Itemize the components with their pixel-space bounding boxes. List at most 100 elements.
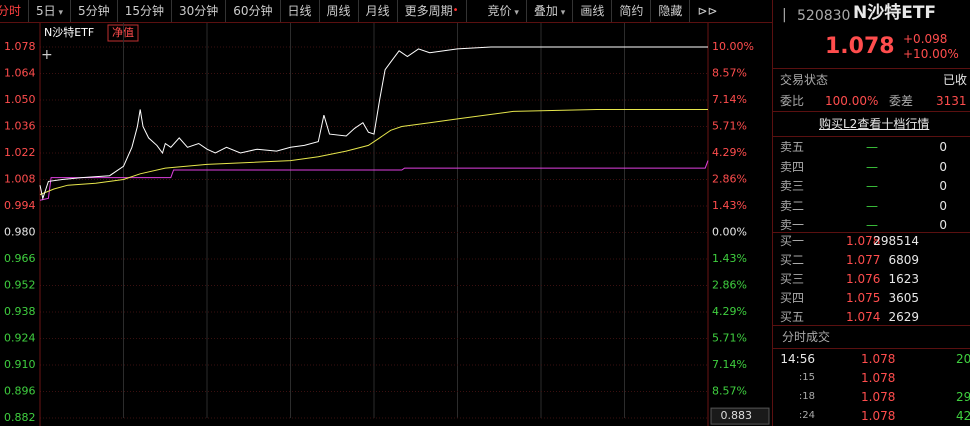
tool-button[interactable]: 竞价 bbox=[481, 0, 527, 22]
trade-volume: 29 bbox=[956, 390, 970, 404]
y-tick-label: 1.036 bbox=[4, 120, 36, 133]
period-tab[interactable]: 周线 bbox=[320, 0, 359, 22]
y-tick-label: 0.966 bbox=[4, 252, 36, 265]
name: N沙特ETF bbox=[853, 3, 937, 23]
period-tab[interactable]: 30分钟 bbox=[172, 0, 227, 22]
book-volume: 0 bbox=[939, 179, 947, 193]
pct-label: 4.29% bbox=[712, 305, 747, 318]
period-tab[interactable]: 更多周期 bbox=[398, 0, 467, 22]
change: +0.098 bbox=[903, 32, 948, 46]
divider bbox=[773, 348, 970, 349]
book-price: — bbox=[866, 140, 878, 154]
indicator: | bbox=[782, 7, 787, 23]
tool-button[interactable]: 隐藏 bbox=[651, 0, 691, 22]
tool-button[interactable]: 叠加 bbox=[527, 0, 574, 22]
divider bbox=[773, 232, 970, 233]
pct-label: 7.14% bbox=[712, 93, 747, 106]
pct-label: 2.86% bbox=[712, 173, 747, 186]
divider bbox=[773, 111, 970, 112]
change-pct: +10.00% bbox=[903, 47, 959, 61]
divider bbox=[773, 325, 970, 326]
pct-label: 4.29% bbox=[712, 146, 747, 159]
toolbar: 分时5日5分钟15分钟30分钟60分钟日线周线月线更多周期竞价叠加画线简约隐藏 ⊳… bbox=[0, 0, 772, 23]
y-tick-label: 1.050 bbox=[4, 93, 36, 106]
quote-panel: | 520830 N沙特ETF 1.078 +0.098 +10.00% 交易状… bbox=[772, 0, 970, 426]
book-volume: 3605 bbox=[888, 291, 919, 305]
book-label: 卖五 bbox=[780, 140, 805, 154]
book-label: 卖二 bbox=[780, 198, 805, 213]
l2-link[interactable]: 购买L2查看十档行情 bbox=[819, 117, 930, 131]
trade-volume: 20 bbox=[956, 352, 970, 366]
book-price: — bbox=[866, 179, 878, 193]
book-label: 买二 bbox=[780, 253, 805, 267]
book-label: 卖三 bbox=[780, 179, 805, 193]
y-tick-label: 0.980 bbox=[4, 226, 36, 239]
crosshair: + bbox=[41, 47, 53, 63]
book-price: — bbox=[866, 159, 878, 174]
book-volume: 0 bbox=[939, 198, 947, 213]
book-label: 卖一 bbox=[780, 218, 805, 232]
book-label: 买五 bbox=[780, 310, 805, 324]
period-tab[interactable]: 15分钟 bbox=[118, 0, 172, 22]
pct-label: 10.00% bbox=[712, 40, 754, 53]
diff: 3131 bbox=[936, 94, 967, 108]
pct-label: 1.43% bbox=[712, 199, 747, 212]
pct-label: 5.71% bbox=[712, 332, 747, 345]
book-label: 买三 bbox=[780, 272, 805, 286]
trade-time: :24 bbox=[798, 410, 815, 421]
period-tab[interactable]: 日线 bbox=[281, 0, 320, 22]
book-volume: 2629 bbox=[888, 310, 919, 324]
y-tick-label: 1.078 bbox=[4, 40, 36, 53]
book-volume: 0 bbox=[939, 159, 947, 174]
price-line bbox=[39, 46, 708, 201]
book-price: — bbox=[866, 218, 878, 232]
book-volume: 6809 bbox=[888, 253, 919, 267]
book-price: 1.075 bbox=[846, 291, 881, 305]
y-tick-label: 1.064 bbox=[4, 67, 36, 80]
y-tick-label: 0.938 bbox=[4, 305, 36, 318]
pct-label: 8.57% bbox=[712, 385, 747, 398]
average-line bbox=[39, 109, 708, 196]
period-tab[interactable]: 60分钟 bbox=[226, 0, 281, 22]
diff-label: 委差 bbox=[889, 94, 914, 108]
y-tick-label: 0.994 bbox=[4, 199, 36, 212]
pct-label: 7.14% bbox=[712, 358, 747, 371]
tool-button[interactable]: 简约 bbox=[612, 0, 652, 22]
period-tab[interactable]: 5日 bbox=[29, 0, 72, 22]
ratio-label: 委比 bbox=[780, 94, 805, 108]
expand-button[interactable]: ⊳⊳ bbox=[697, 4, 718, 18]
book-label: 买一 bbox=[780, 234, 805, 248]
nav-line bbox=[39, 160, 709, 201]
status: 已收 bbox=[943, 73, 968, 87]
y-tick-label: 0.924 bbox=[4, 332, 36, 345]
book-label: 买四 bbox=[780, 291, 805, 305]
pct-label: 2.86% bbox=[712, 279, 747, 292]
trade-time: 14:56 bbox=[780, 352, 815, 366]
legend-name: N沙特ETF bbox=[44, 25, 94, 39]
trade-price: 1.078 bbox=[861, 390, 896, 404]
book-volume: 0 bbox=[939, 218, 947, 232]
cursor-label: 0.883 bbox=[721, 409, 753, 422]
trade-volume: 42 bbox=[956, 409, 970, 423]
cursor-box bbox=[710, 407, 770, 425]
period-tab[interactable]: 分时 bbox=[0, 0, 30, 22]
trade-time: :15 bbox=[798, 372, 815, 383]
trades-title: 分时成交 bbox=[782, 330, 831, 344]
book-price: 1.074 bbox=[846, 310, 881, 324]
period-tab[interactable]: 月线 bbox=[359, 0, 398, 22]
y-tick-label: 0.910 bbox=[4, 358, 36, 371]
pct-label: 1.43% bbox=[712, 252, 747, 265]
y-tick-label: 0.896 bbox=[4, 385, 36, 398]
trade-price: 1.078 bbox=[861, 352, 896, 366]
trade-time: :18 bbox=[798, 391, 815, 402]
y-tick-label: 1.008 bbox=[4, 173, 36, 186]
book-label: 卖四 bbox=[780, 159, 805, 174]
period-tab[interactable]: 5分钟 bbox=[71, 0, 118, 22]
pct-label: 8.57% bbox=[712, 67, 747, 80]
book-price: 1.078 bbox=[846, 234, 881, 248]
y-tick-label: 0.952 bbox=[4, 279, 36, 292]
tool-button[interactable]: 画线 bbox=[573, 0, 613, 22]
ratio: 100.00% bbox=[825, 94, 879, 108]
y-tick-label: 0.882 bbox=[4, 411, 36, 424]
book-price: — bbox=[866, 198, 878, 213]
